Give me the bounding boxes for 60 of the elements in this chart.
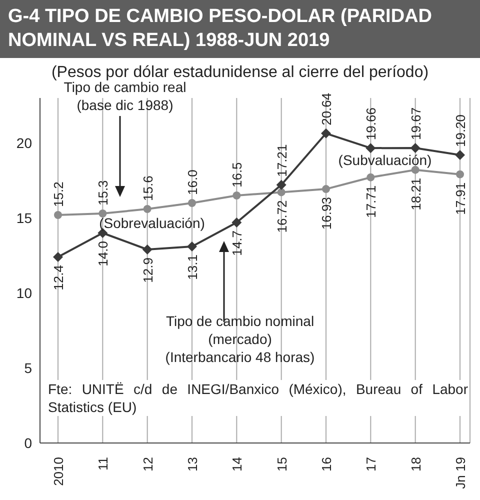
data-label: 15.6 xyxy=(140,176,156,201)
point xyxy=(366,143,376,154)
x-tick-label: 15 xyxy=(274,457,290,472)
x-tick-label: 13 xyxy=(185,457,200,472)
point xyxy=(455,150,465,160)
point xyxy=(187,242,197,252)
x-tick-label: 17 xyxy=(364,457,379,472)
x-tick-label: 16 xyxy=(319,457,334,472)
data-label: 15.2 xyxy=(51,182,66,207)
point xyxy=(456,170,464,178)
x-tick-label: 18 xyxy=(408,457,424,472)
data-label: 15.3 xyxy=(96,180,111,206)
data-label: 19.66 xyxy=(364,108,379,140)
data-label: 13.1 xyxy=(185,254,200,280)
data-label: 12.9 xyxy=(140,258,156,283)
data-label: 16.93 xyxy=(319,197,334,230)
y-tick-label: 10 xyxy=(16,284,32,301)
point xyxy=(188,199,196,207)
y-tick-label: 20 xyxy=(16,134,32,151)
chart-title: G-4 TIPO DE CAMBIO PESO-DOLAR (PARIDAD NOMINAL VS REAL) 1988-JUN 2019 xyxy=(0,0,480,58)
point xyxy=(53,252,63,262)
point xyxy=(143,205,152,213)
annotation: (Sobrevaluación) xyxy=(98,214,206,232)
point xyxy=(232,218,242,228)
data-label: 20.64 xyxy=(319,92,334,126)
point xyxy=(322,185,330,194)
point xyxy=(54,211,62,219)
data-label: 16.72 xyxy=(274,200,290,233)
data-label: 17.91 xyxy=(453,182,468,215)
data-label: 14.0 xyxy=(96,241,111,266)
annotation: Tipo de cambio real (base dic 1988) xyxy=(64,79,188,114)
data-label: 16.0 xyxy=(185,170,200,195)
point xyxy=(232,192,241,200)
x-tick-label: 12 xyxy=(140,457,156,472)
chart-subtitle: (Pesos por dólar estadunidense al cierre del período) xyxy=(50,64,430,82)
data-label: 16.5 xyxy=(230,162,245,188)
data-label: 19.67 xyxy=(408,107,424,140)
x-tick-label: 14 xyxy=(230,457,245,472)
data-label: 14.7 xyxy=(230,230,245,256)
data-label: 18.21 xyxy=(408,178,424,210)
data-label: 12.4 xyxy=(51,265,66,290)
data-label: 17.21 xyxy=(274,144,290,177)
annotation: Tipo de cambio nominal (mercado) (Interbancario 48 horas) xyxy=(164,312,316,366)
x-tick-label: 2010 xyxy=(51,457,66,486)
y-tick-label: 5 xyxy=(24,360,32,376)
y-tick-label: 15 xyxy=(16,210,32,226)
x-tick-label: Jn 19 xyxy=(453,457,468,489)
data-label: 19.20 xyxy=(453,114,468,147)
annotation: Fte: UNITË c/d de INEGI/Banxico (México), Bureau of Labor Statistics (EU) xyxy=(48,380,468,416)
point xyxy=(321,128,331,138)
data-label: 17.71 xyxy=(364,185,379,218)
point xyxy=(410,142,420,153)
x-tick-label: 11 xyxy=(96,457,111,470)
annotation: (Subvaluación) xyxy=(337,151,433,169)
point xyxy=(98,210,107,218)
point xyxy=(276,180,286,190)
point xyxy=(142,244,152,254)
point xyxy=(366,173,375,182)
y-tick-label: 0 xyxy=(24,434,32,451)
point xyxy=(277,188,286,196)
